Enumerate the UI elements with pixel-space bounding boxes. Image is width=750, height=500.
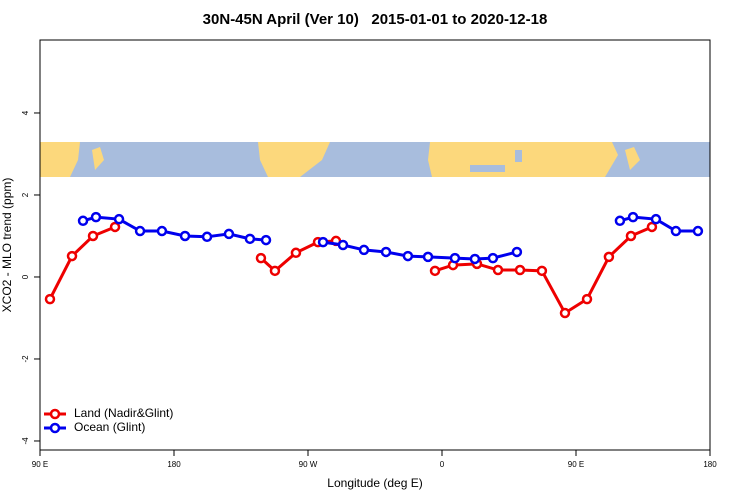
- y-tick-label: 4: [21, 110, 30, 115]
- data-point: [449, 252, 461, 264]
- x-tick-label: 90 E: [32, 460, 48, 469]
- legend-label: Ocean (Glint): [74, 420, 145, 434]
- data-point: [514, 264, 526, 276]
- data-point: [603, 251, 615, 263]
- y-tick-label: 2: [21, 192, 30, 197]
- data-point: [66, 250, 78, 262]
- data-point: [337, 239, 349, 251]
- y-tick-label: -2: [21, 355, 30, 363]
- x-tick-label: 90 W: [299, 460, 318, 469]
- data-point: [429, 265, 441, 277]
- data-point: [492, 264, 504, 276]
- data-point: [255, 252, 267, 264]
- data-point: [358, 244, 370, 256]
- legend-marker: [49, 408, 61, 420]
- data-point: [44, 293, 56, 305]
- data-point: [260, 234, 272, 246]
- x-axis-label: Longitude (deg E): [327, 476, 422, 490]
- y-tick-label: -4: [21, 437, 30, 445]
- data-point: [223, 228, 235, 240]
- data-point: [469, 253, 481, 265]
- legend-label: Land (Nadir&Glint): [74, 406, 173, 420]
- data-point: [134, 225, 146, 237]
- x-tick-label: 0: [440, 460, 445, 469]
- x-tick-label: 180: [703, 460, 717, 469]
- y-tick-label: 0: [21, 274, 30, 279]
- data-point: [290, 247, 302, 259]
- x-tick-label: 180: [167, 460, 181, 469]
- data-point: [179, 230, 191, 242]
- chart-title: 30N-45N April (Ver 10) 2015-01-01 to 202…: [203, 11, 548, 28]
- data-point: [614, 215, 626, 227]
- map-strip: [40, 142, 710, 177]
- data-point: [90, 211, 102, 223]
- data-point: [646, 221, 658, 233]
- data-point: [244, 233, 256, 245]
- data-point: [487, 252, 499, 264]
- data-point: [422, 251, 434, 263]
- data-point: [77, 215, 89, 227]
- x-tick-label: 90 E: [568, 460, 584, 469]
- data-point: [692, 225, 704, 237]
- data-point: [670, 225, 682, 237]
- series-line: [48, 225, 653, 316]
- plot-frame: [39, 39, 711, 451]
- data-point: [269, 265, 281, 277]
- legend-marker: [49, 422, 61, 434]
- data-point: [109, 221, 121, 233]
- data-point: [627, 211, 639, 223]
- data-point: [559, 307, 571, 319]
- data-point: [201, 231, 213, 243]
- data-point: [650, 213, 662, 225]
- data-point: [402, 250, 414, 262]
- data-point: [511, 246, 523, 258]
- data-point: [625, 230, 637, 242]
- data-point: [581, 293, 593, 305]
- data-point: [380, 246, 392, 258]
- data-point: [156, 225, 168, 237]
- y-axis-label: XCO2 - MLO trend (ppm): [0, 178, 14, 313]
- data-point: [113, 213, 125, 225]
- data-point: [536, 265, 548, 277]
- data-point: [317, 236, 329, 248]
- data-point: [87, 230, 99, 242]
